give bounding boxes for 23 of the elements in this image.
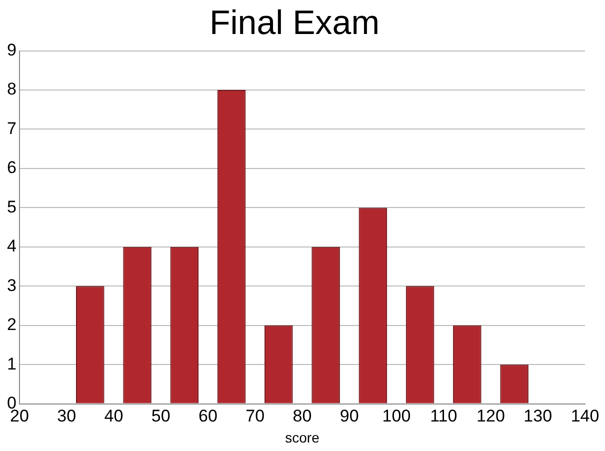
y-tick-label: 3 xyxy=(6,276,16,295)
x-tick-label: 80 xyxy=(292,406,312,426)
x-tick-label: 130 xyxy=(524,406,552,426)
x-tick-label: 50 xyxy=(151,406,170,426)
x-tick-label: 120 xyxy=(476,406,505,426)
x-tick-label: 30 xyxy=(57,406,76,426)
x-tick-label: 140 xyxy=(570,406,600,426)
x-tick-label: 40 xyxy=(104,406,124,426)
y-tick-label: 2 xyxy=(6,315,16,334)
y-tick-label: 1 xyxy=(6,354,16,374)
x-tick-label: 60 xyxy=(198,406,218,426)
x-tick-label: 70 xyxy=(246,406,265,426)
x-tick-label: 90 xyxy=(340,406,359,426)
x-tick-label: 100 xyxy=(382,406,411,426)
y-tick-label: 5 xyxy=(6,197,16,216)
y-tick-label: 7 xyxy=(6,118,16,138)
y-tick-label: 4 xyxy=(6,236,16,256)
y-tick-label: 9 xyxy=(6,40,16,60)
x-tick-label: 110 xyxy=(430,406,458,426)
x-axis-title: score xyxy=(285,429,320,446)
chart-title: Final Exam xyxy=(209,4,380,42)
y-tick-label: 8 xyxy=(6,80,16,99)
y-tick-label: 6 xyxy=(6,158,16,178)
